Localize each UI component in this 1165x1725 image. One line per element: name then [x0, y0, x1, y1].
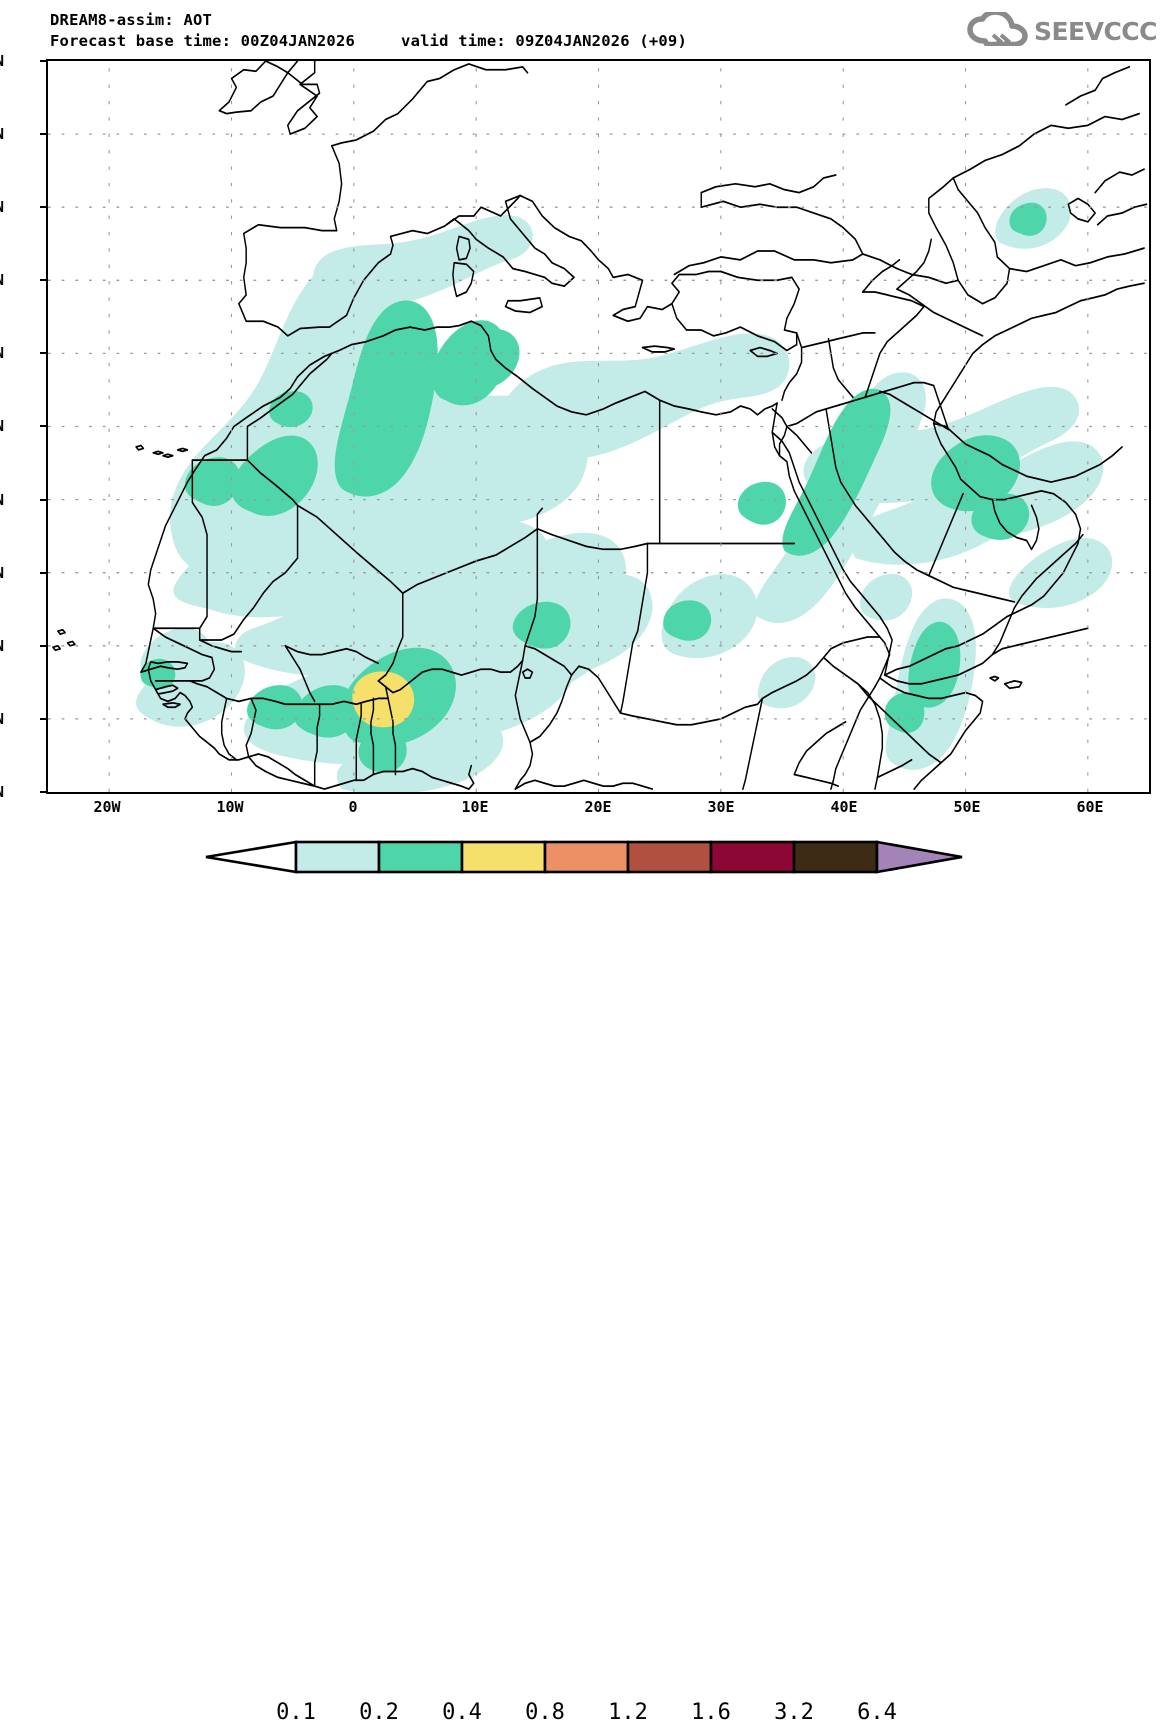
ytick-mark [40, 425, 47, 427]
xtick-label: 0 [348, 798, 358, 816]
map-canvas [46, 59, 1151, 794]
ytick-mark [40, 352, 47, 354]
colorbar-tick-label: 1.2 [608, 1700, 648, 1725]
colorbar-over-arrow [875, 840, 963, 874]
colorbar-band [460, 840, 547, 874]
logo-text: SEEVCCC [1033, 16, 1158, 46]
ytick-mark [40, 133, 47, 135]
ytick-label: 45N [0, 198, 4, 216]
ytick-mark [40, 499, 47, 501]
colorbar-tick-label: 0.4 [442, 1700, 482, 1725]
ytick-mark [40, 645, 47, 647]
ytick-mark [40, 206, 47, 208]
colorbar-band [626, 840, 713, 874]
ytick-mark [40, 572, 47, 574]
forecast-map-page: DREAM8-assim: AOT Forecast base time: 00… [0, 9, 1165, 1725]
colorbar-tick-label: 0.8 [525, 1700, 565, 1725]
cloud-icon [967, 9, 1029, 50]
coastlines-and-borders [52, 61, 1148, 790]
ytick-mark [40, 60, 47, 62]
xtick-label: 50E [953, 798, 981, 816]
xtick-label: 10E [461, 798, 489, 816]
colorbar-band [792, 840, 879, 874]
map-plot-area [46, 59, 1151, 794]
colorbar-tick-label: 1.6 [691, 1700, 731, 1725]
ytick-mark [40, 791, 47, 793]
ytick-label: 50N [0, 125, 4, 143]
xtick-label: 20W [93, 798, 121, 816]
ytick-mark [40, 718, 47, 720]
time-info-row: Forecast base time: 00Z04JAN2026 valid t… [50, 31, 950, 52]
colorbar-band [377, 840, 464, 874]
ytick-label: 10N [0, 710, 4, 728]
ytick-label: 30N [0, 417, 4, 435]
header: DREAM8-assim: AOT Forecast base time: 00… [50, 10, 950, 52]
colorbar-tick-label: 3.2 [774, 1700, 814, 1725]
gridlines [48, 61, 1149, 792]
ytick-label: 55N [0, 52, 4, 70]
xtick-label: 10W [216, 798, 244, 816]
colorbar: 0.1 0.2 0.4 0.8 1.2 1.6 3.2 6.4 [0, 836, 1165, 1725]
seevccc-logo: SEEVCCC [967, 9, 1158, 50]
colorbar-svg [205, 840, 963, 874]
ytick-label: 20N [0, 564, 4, 582]
model-title: DREAM8-assim: AOT [50, 11, 213, 29]
colorbar-under-arrow [205, 840, 298, 874]
valid-time: valid time: 09Z04JAN2026 (+09) [401, 32, 687, 50]
colorbar-band [709, 840, 796, 874]
xtick-label: 30E [707, 798, 735, 816]
xtick-label: 40E [830, 798, 858, 816]
forecast-base-time: Forecast base time: 00Z04JAN2026 [50, 32, 356, 50]
colorbar-band [294, 840, 381, 874]
ytick-mark [40, 279, 47, 281]
ytick-label: 40N [0, 271, 4, 289]
ytick-label: 15N [0, 637, 4, 655]
ytick-label: 25N [0, 491, 4, 509]
colorbar-band [543, 840, 630, 874]
xtick-label: 60E [1076, 798, 1104, 816]
xtick-label: 20E [584, 798, 612, 816]
colorbar-tick-label: 0.1 [276, 1700, 316, 1725]
colorbar-tick-label: 6.4 [857, 1700, 897, 1725]
ytick-label: 5N [0, 783, 4, 801]
colorbar-tick-label: 0.2 [359, 1700, 399, 1725]
ytick-label: 35N [0, 344, 4, 362]
